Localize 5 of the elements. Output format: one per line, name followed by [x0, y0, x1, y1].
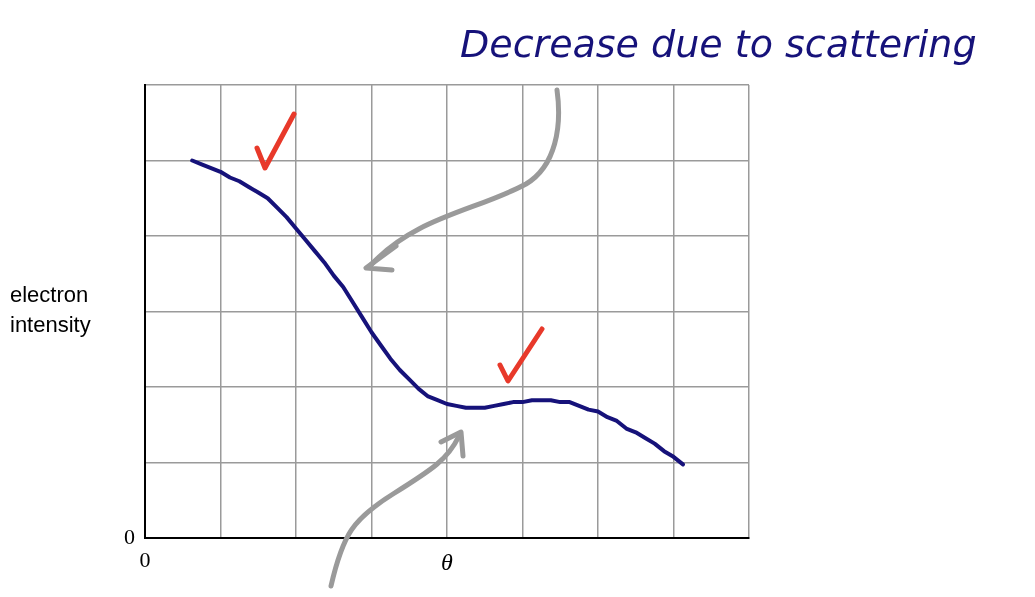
text: Decrease due to scattering [460, 22, 977, 66]
text: 0 [124, 523, 135, 549]
x-axis-title: θ [441, 549, 454, 576]
text: 0 [139, 546, 151, 572]
y-axis-title: electron intensity [10, 281, 92, 339]
